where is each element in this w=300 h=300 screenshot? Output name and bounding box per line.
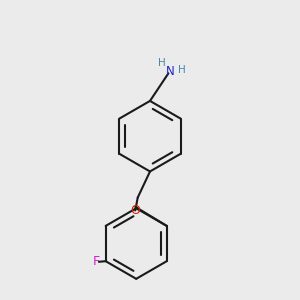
Text: F: F [92,255,99,268]
Text: O: O [130,204,140,217]
Text: N: N [166,65,174,78]
Text: H: H [178,65,185,75]
Text: H: H [158,58,166,68]
